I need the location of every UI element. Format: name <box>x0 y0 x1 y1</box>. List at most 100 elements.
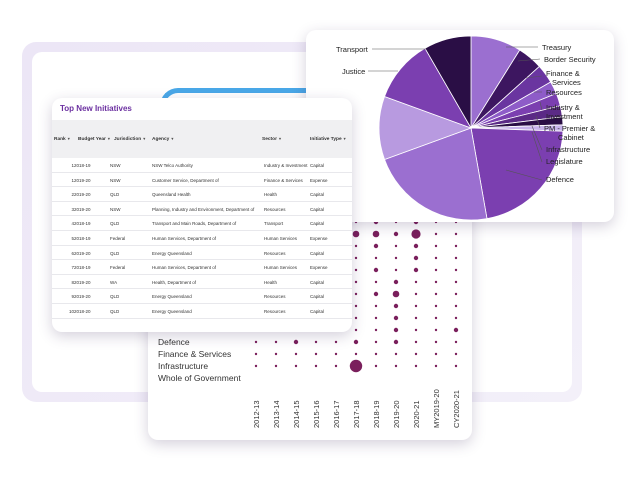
sort-caret-icon[interactable]: ▾ <box>278 136 281 141</box>
table-cell: 7 <box>71 265 74 271</box>
table-row[interactable]: 5 2018-19 Federal Human Services, Departmen… <box>52 231 352 246</box>
table-header-cell[interactable]: Jurisdiction ▾ <box>114 136 146 142</box>
dot-mark <box>349 359 363 373</box>
table-cell: 2019-20 <box>74 250 91 256</box>
pie-label: Transport <box>336 45 369 54</box>
dot-mark <box>352 230 360 238</box>
pie-label: Border Security <box>544 55 596 64</box>
table-cell: Expense <box>310 265 328 271</box>
table-cell: Capital <box>310 250 325 256</box>
table-header-cell[interactable]: Sector ▾ <box>262 136 281 142</box>
table-row[interactable]: 8 2019-20 WA Health, Department of Health Cap… <box>52 275 352 290</box>
dot-mark <box>374 340 378 344</box>
sort-caret-icon[interactable]: ▾ <box>343 136 346 141</box>
dot-row-label: Whole of Government <box>158 373 241 383</box>
dot-mark <box>393 339 399 345</box>
pie-slice <box>424 35 472 130</box>
table-row[interactable]: 1 2019-20 NSW Customer Service, Department … <box>52 173 352 188</box>
pie-label: PM - Premier & Cabinet <box>544 124 595 142</box>
table-cell: Human Services, Department of <box>152 265 217 271</box>
dot-mark <box>413 267 419 273</box>
table-cell: 2 <box>71 192 74 198</box>
dot-col-label: 2019-20 <box>392 400 401 428</box>
dot-mark <box>414 304 418 308</box>
dot-mark <box>354 292 358 296</box>
table-header-cell[interactable]: Agency ▾ <box>152 136 174 142</box>
sort-caret-icon[interactable]: ▾ <box>143 136 146 141</box>
dot-mark <box>334 340 338 344</box>
table-header-cell[interactable]: Rank ▾ <box>54 136 70 142</box>
dot-mark <box>414 328 418 332</box>
table-cell: QLD <box>110 192 120 198</box>
table-row[interactable]: 4 2018-19 QLD Transport and Main Roads, Dep… <box>52 216 352 231</box>
table-header-cell[interactable]: Budget Year ▾ <box>78 136 110 142</box>
table-cell: Planning, Industry and Environment, Depa… <box>152 206 255 212</box>
dot-mark <box>254 352 258 356</box>
table-cell: Resources <box>264 309 286 314</box>
dot-mark <box>434 244 438 248</box>
dot-mark <box>414 352 418 356</box>
table-row[interactable]: 7 2018-19 Federal Human Services, Departmen… <box>52 260 352 275</box>
table-cell: 6 <box>71 250 74 256</box>
table-cell: Finance & Services <box>264 177 303 183</box>
table-row[interactable]: 9 2019-20 QLD Energy Queensland Resources Cap… <box>52 289 352 304</box>
sort-caret-icon[interactable]: ▾ <box>67 136 70 141</box>
dot-mark <box>254 340 258 344</box>
table-cell: 5 <box>71 236 74 241</box>
table-cell: QLD <box>110 250 120 256</box>
dot-mark <box>394 352 398 356</box>
dot-col-label: 2015-16 <box>312 400 321 428</box>
dot-mark <box>411 229 421 239</box>
table-row[interactable]: 6 2019-20 QLD Energy Queensland Resources Cap… <box>52 246 352 261</box>
table-row[interactable]: 10 2018-20 QLD Energy Queensland Resources Ca… <box>52 304 352 319</box>
dot-col-label: 2016-17 <box>332 400 341 428</box>
dot-col-label: MY2019-20 <box>432 389 441 428</box>
dot-mark <box>393 303 399 309</box>
pie-leader-line <box>535 115 541 129</box>
table-cell: 2019-20 <box>74 279 91 285</box>
dot-mark <box>274 340 278 344</box>
dot-mark <box>373 243 379 249</box>
table-row[interactable]: 2 2019-20 QLD Queensland Health Health Capita… <box>52 187 352 202</box>
dot-mark <box>354 256 358 260</box>
sort-caret-icon[interactable]: ▾ <box>171 136 174 141</box>
table-cell: Resources <box>264 294 286 300</box>
table-title: Top New Initiatives <box>60 104 132 113</box>
table-cell: WA <box>110 279 118 285</box>
dot-mark <box>374 280 378 284</box>
table-cell: 3 <box>71 206 74 212</box>
table-cell: Health <box>264 192 278 198</box>
table-cell: Human Services <box>264 265 298 271</box>
table-header-cell[interactable]: Initiative Type ▾ <box>310 136 346 142</box>
dot-mark <box>393 327 399 333</box>
sort-caret-icon[interactable]: ▾ <box>107 136 110 141</box>
dot-mark <box>274 352 278 356</box>
table-cell: Capital <box>310 279 325 285</box>
dot-mark <box>374 316 378 320</box>
dot-mark <box>354 316 358 320</box>
table-cell: Resources <box>264 206 286 212</box>
dot-mark <box>434 280 438 284</box>
table-cell: Human Services, Department of <box>152 236 217 241</box>
dot-mark <box>394 268 398 272</box>
dot-mark <box>394 364 398 368</box>
table-cell: 2019-20 <box>74 206 91 212</box>
dot-mark <box>414 340 418 344</box>
pie-label: Resources <box>546 88 582 97</box>
table-row[interactable]: 3 2019-20 NSW Planning, Industry and Enviro… <box>52 202 352 217</box>
dot-mark <box>454 244 458 248</box>
pie-chart: Transport Justice Treasury Border Security F… <box>332 35 596 221</box>
dot-mark <box>414 316 418 320</box>
dot-mark <box>454 364 458 368</box>
table-row[interactable]: 1 2018-19 NSW NSW Telco Authority Industry &… <box>52 158 352 173</box>
dot-mark <box>454 352 458 356</box>
dot-mark <box>314 364 318 368</box>
table-cell: 2019-20 <box>74 192 91 198</box>
dot-mark <box>293 339 299 345</box>
dot-row-label: Infrastructure <box>158 361 208 371</box>
dot-col-label: CY2020-21 <box>452 390 461 428</box>
dot-mark <box>454 268 458 272</box>
table-cell: 9 <box>71 294 74 300</box>
dot-mark <box>414 280 418 284</box>
